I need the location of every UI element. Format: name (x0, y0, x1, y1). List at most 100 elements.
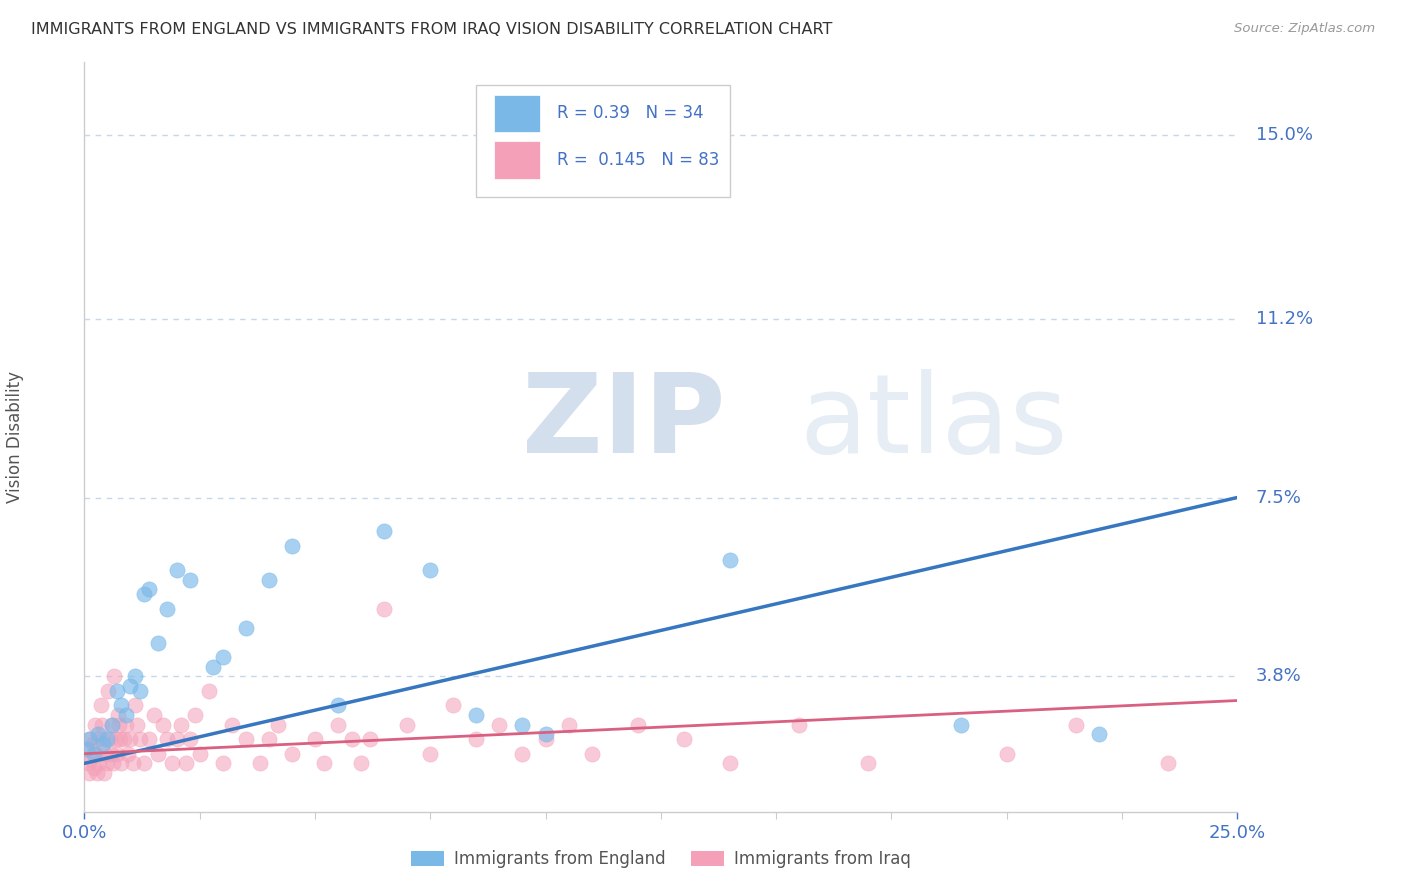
Point (160, 756, 183, 771)
Point (128, 732, 150, 747)
Point (304, 732, 326, 747)
Point (98, 732, 121, 747)
Point (87, 756, 110, 771)
Point (174, 756, 197, 771)
Text: R =  0.145   N = 83: R = 0.145 N = 83 (557, 151, 720, 169)
Point (83, 717, 105, 731)
Point (281, 539, 304, 553)
Point (557, 717, 579, 731)
Point (134, 587, 156, 601)
Point (152, 717, 174, 731)
Point (373, 601, 395, 615)
Point (314, 756, 336, 771)
Point (221, 717, 243, 731)
Point (117, 747, 139, 761)
Point (101, 756, 124, 771)
Point (166, 563, 188, 577)
Point (326, 698, 349, 713)
Point (184, 708, 207, 723)
Point (718, 756, 741, 771)
Point (170, 717, 193, 731)
Point (105, 747, 128, 761)
Text: R = 0.39   N = 34: R = 0.39 N = 34 (557, 104, 703, 122)
Point (84, 747, 107, 761)
Text: 11.2%: 11.2% (1256, 310, 1313, 327)
Point (127, 717, 149, 731)
Point (198, 684, 221, 698)
Point (91, 732, 114, 747)
Point (94, 747, 117, 761)
Point (97, 684, 120, 698)
Point (80, 751, 103, 765)
Point (104, 732, 127, 747)
Point (202, 659, 225, 673)
Point (995, 747, 1018, 761)
Point (138, 582, 160, 597)
Point (86, 766, 108, 780)
Point (77, 766, 100, 780)
Point (179, 573, 201, 587)
Point (91, 737, 114, 751)
Point (340, 732, 363, 747)
Point (359, 732, 381, 747)
Point (419, 563, 441, 577)
Point (76, 742, 98, 756)
Point (103, 669, 125, 683)
Point (1088, 727, 1111, 741)
Text: 3.8%: 3.8% (1256, 667, 1302, 685)
Point (166, 732, 188, 747)
Point (93, 766, 115, 780)
Point (267, 717, 290, 731)
Point (120, 732, 142, 747)
Point (373, 524, 395, 539)
Point (326, 717, 349, 731)
Text: ZIP: ZIP (523, 368, 725, 475)
Point (512, 717, 534, 731)
Point (124, 669, 146, 683)
Point (101, 717, 124, 731)
Point (110, 732, 132, 747)
Text: 7.5%: 7.5% (1256, 489, 1302, 507)
Text: atlas: atlas (799, 368, 1067, 475)
Point (115, 708, 138, 723)
Text: Vision Disability: Vision Disability (6, 371, 24, 503)
Point (179, 732, 201, 747)
Point (89, 698, 111, 713)
Point (156, 732, 179, 747)
Point (858, 756, 880, 771)
Point (949, 717, 972, 731)
Point (83, 761, 105, 775)
Point (465, 732, 488, 747)
Point (512, 747, 534, 761)
Point (1157, 756, 1180, 771)
Point (696, 176, 718, 190)
Point (96, 732, 118, 747)
Point (79, 732, 101, 747)
Point (235, 732, 257, 747)
Point (534, 732, 557, 747)
Point (465, 708, 488, 723)
Point (142, 708, 165, 723)
Point (134, 756, 156, 771)
Point (77, 756, 100, 771)
Point (718, 553, 741, 567)
Text: IMMIGRANTS FROM ENGLAND VS IMMIGRANTS FROM IRAQ VISION DISABILITY CORRELATION CH: IMMIGRANTS FROM ENGLAND VS IMMIGRANTS FR… (31, 22, 832, 37)
Point (101, 717, 124, 731)
Point (90, 717, 112, 731)
Point (787, 717, 810, 731)
Point (396, 717, 419, 731)
Point (110, 756, 132, 771)
FancyBboxPatch shape (494, 141, 540, 178)
Point (83, 747, 105, 761)
Point (1064, 717, 1087, 731)
Point (257, 573, 280, 587)
Point (211, 756, 233, 771)
Point (249, 756, 271, 771)
Point (138, 732, 160, 747)
Point (107, 708, 129, 723)
Point (188, 747, 211, 761)
Point (128, 684, 150, 698)
Point (108, 717, 131, 731)
Point (211, 650, 233, 665)
Point (672, 732, 695, 747)
